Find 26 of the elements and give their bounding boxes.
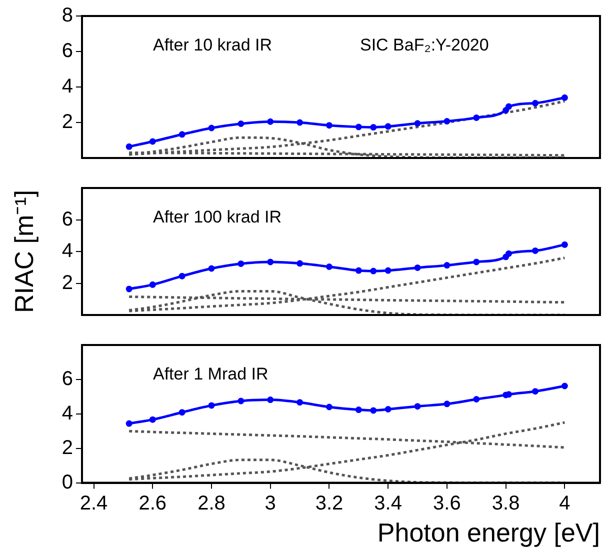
y-tick-label: 4 <box>62 76 73 98</box>
x-tick-label: 2.6 <box>138 492 167 514</box>
annotation: SIC BaF₂:Y-2020 <box>360 36 489 55</box>
x-tick-label: 3.8 <box>492 492 520 514</box>
x-tick-label: 2.8 <box>198 492 226 514</box>
x-tick-label: 4 <box>559 492 570 514</box>
x-tick-label: 3.2 <box>315 492 344 514</box>
y-tick-label: 0 <box>62 471 73 494</box>
y-tick-label: 6 <box>62 368 73 390</box>
y-tick-label: 4 <box>62 402 73 424</box>
x-tick-label: 2.4 <box>80 492 108 514</box>
annotation: After 10 krad IR <box>153 36 272 55</box>
y-tick-label: 4 <box>62 240 73 262</box>
annotation: After 1 Mrad IR <box>153 364 268 384</box>
y-tick-label: 2 <box>62 436 73 459</box>
y-tick-label: 6 <box>62 208 73 230</box>
y-tick-label: 2 <box>62 272 73 294</box>
y-tick-label: 2 <box>62 111 73 134</box>
x-axis-title: Photon energy [eV] <box>377 518 600 548</box>
y-tick-label: 8 <box>62 4 73 27</box>
x-tick-label: 3 <box>264 492 276 514</box>
x-tick-label: 3.4 <box>374 492 402 514</box>
annotation: After 100 krad IR <box>153 208 282 227</box>
x-tick-label: 3.6 <box>433 492 461 514</box>
y-axis-title: RIAC [m⁻¹] <box>9 190 40 314</box>
y-tick-label: 6 <box>62 40 73 62</box>
